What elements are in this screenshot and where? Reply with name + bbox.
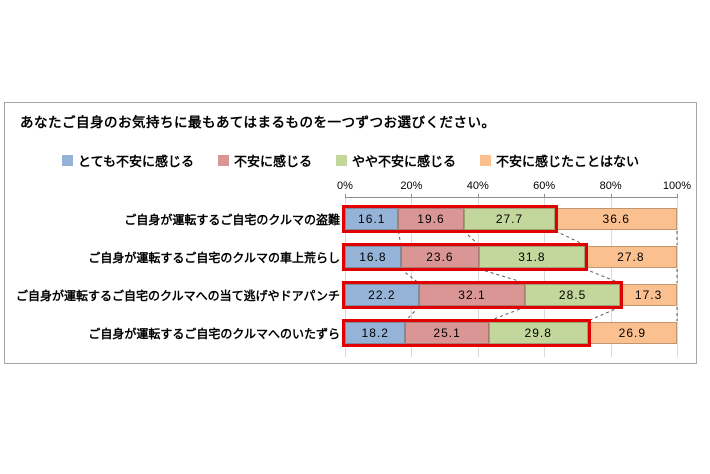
x-axis-tick-label: 40%	[466, 180, 489, 192]
vertical-gridline	[544, 198, 546, 357]
bar-segment: 26.9	[587, 322, 677, 344]
vertical-gridline	[677, 198, 678, 357]
bar-segment: 16.8	[345, 246, 401, 268]
legend-item-0: とても不安に感じる	[61, 151, 194, 170]
legend-swatch-icon	[335, 155, 347, 166]
legend-label: 不安に感じたことはない	[495, 154, 639, 169]
bar-value-label: 28.5	[558, 288, 587, 302]
bar-segment: 29.8	[488, 322, 588, 344]
bar-segment: 32.1	[418, 284, 526, 306]
bar-value-label: 32.1	[458, 288, 486, 302]
x-axis-tick-label: 0%	[337, 180, 353, 192]
bar-value-label: 23.6	[426, 250, 454, 264]
x-axis-tick	[345, 194, 346, 198]
category-label: ご自身が運転するご自宅のクルマの盗難	[124, 213, 340, 227]
vertical-gridline	[477, 198, 479, 357]
x-axis-tick-label: 60%	[533, 180, 556, 192]
x-axis-tick	[477, 194, 479, 198]
bar-segment: 18.2	[345, 322, 406, 344]
legend-item-3: 不安に感じたことはない	[479, 151, 639, 170]
bar-segment: 27.8	[584, 246, 677, 268]
x-axis-tick	[677, 194, 678, 198]
legend-swatch-icon	[479, 155, 491, 166]
bar-value-label: 18.2	[361, 326, 389, 340]
question-title: あなたご自身のお気持ちに最もあてはまるものを一つずつお選びください。	[20, 115, 496, 130]
bar-value-label: 27.8	[617, 250, 645, 264]
bar-value-label: 22.2	[368, 288, 396, 302]
category-label: ご自身が運転するご自宅のクルマへの当て逃げやドアパンチ	[15, 289, 340, 303]
x-axis-tick	[610, 194, 612, 198]
bar-segment: 31.8	[479, 246, 585, 268]
x-axis-tick-label: 80%	[599, 180, 622, 192]
bar-segment: 23.6	[400, 246, 480, 268]
bar-value-label: 17.3	[634, 288, 663, 302]
bar-value-label: 16.1	[358, 212, 386, 226]
bar-segment: 19.6	[398, 208, 464, 230]
x-axis-tick-label: 100%	[662, 180, 692, 192]
legend-swatch-icon	[217, 155, 229, 166]
x-axis-tick	[411, 194, 413, 198]
bar-segment: 25.1	[405, 322, 489, 344]
bar-segment: 22.2	[345, 284, 419, 306]
bar-segment: 27.7	[463, 208, 556, 230]
bar-value-label: 36.6	[602, 212, 630, 226]
legend-swatch-icon	[61, 155, 73, 166]
x-axis-tick	[544, 194, 546, 198]
bar-value-label: 19.6	[417, 212, 445, 226]
chart-legend: とても不安に感じる 不安に感じる やや不安に感じる 不安に感じたことはない	[5, 151, 696, 170]
bar-value-label: 31.8	[518, 250, 546, 264]
x-axis-line	[345, 197, 678, 198]
category-label: ご自身が運転するご自宅のクルマへのいたずら	[88, 327, 340, 341]
legend-label: やや不安に感じる	[351, 154, 456, 169]
vertical-gridline	[345, 198, 346, 357]
bar-value-label: 16.8	[359, 250, 387, 264]
bar-value-label: 27.7	[495, 212, 524, 226]
bar-value-label: 26.9	[618, 326, 647, 340]
bar-value-label: 29.8	[524, 326, 552, 340]
legend-label: とても不安に感じる	[77, 154, 194, 169]
legend-item-2: やや不安に感じる	[335, 151, 456, 170]
bar-segment: 16.1	[345, 208, 399, 230]
legend-item-1: 不安に感じる	[217, 151, 312, 170]
bar-segment: 17.3	[619, 284, 678, 306]
x-axis-tick-label: 20%	[400, 180, 423, 192]
bar-segment: 36.6	[555, 208, 677, 230]
legend-label: 不安に感じる	[233, 154, 312, 169]
bar-segment: 28.5	[525, 284, 620, 306]
category-label: ご自身が運転するご自宅のクルマの車上荒らし	[88, 251, 340, 265]
bar-value-label: 25.1	[433, 326, 461, 340]
